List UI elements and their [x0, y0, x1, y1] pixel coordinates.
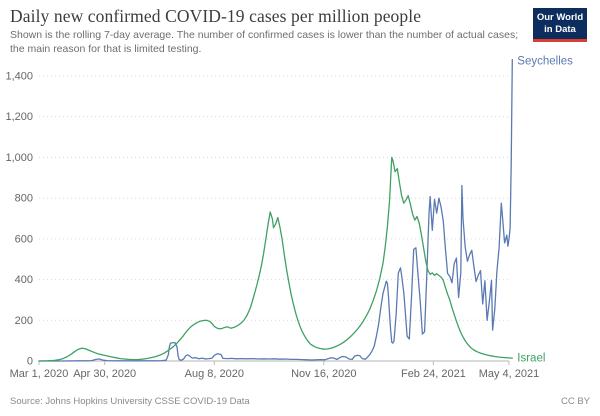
- line-chart-canvas: 0 200 400 600 800 1,000 1,200 1,400 Mar 1, 2020 A…: [5, 56, 573, 381]
- owid-logo-line1: Our World: [536, 12, 584, 23]
- series-line-seychelles: [38, 59, 513, 362]
- y-axis-tick-label: 1,000: [5, 152, 33, 164]
- owid-logo-line2: in Data: [544, 23, 576, 35]
- license-note: CC BY: [560, 396, 590, 407]
- y-axis-tick-label: 400: [15, 274, 33, 286]
- y-axis-tick-label: 1,200: [5, 111, 33, 123]
- chart-footer: Source: Johns Hopkins University CSSE CO…: [10, 396, 590, 407]
- x-axis-tick-label: Feb 24, 2021: [401, 368, 466, 380]
- x-axis-tick-label: Nov 16, 2020: [291, 368, 356, 380]
- chart-title: Daily new confirmed COVID-19 cases per m…: [10, 6, 422, 26]
- series-label-seychelles: Seychelles: [517, 56, 573, 68]
- y-axis-tick-label: 200: [15, 315, 33, 327]
- owid-logo: Our World in Data: [533, 8, 587, 42]
- x-axis-tick-label: Apr 30, 2020: [73, 368, 136, 380]
- chart-subtitle: Shown is the rolling 7-day average. The …: [10, 29, 519, 55]
- source-note: Source: Johns Hopkins University CSSE CO…: [10, 396, 250, 407]
- y-axis-tick-label: 800: [15, 193, 33, 205]
- series-label-israel: Israel: [517, 353, 545, 365]
- y-axis-tick-label: 0: [27, 356, 33, 368]
- x-axis-tick-label: Aug 8, 2020: [185, 368, 244, 380]
- series-line-israel: [38, 156, 513, 362]
- x-axis-tick-label: Mar 1, 2020: [10, 368, 69, 380]
- y-axis-tick-label: 1,400: [5, 71, 33, 83]
- y-axis-tick-label: 600: [15, 233, 33, 245]
- x-axis-tick-label: May 4, 2021: [479, 368, 540, 380]
